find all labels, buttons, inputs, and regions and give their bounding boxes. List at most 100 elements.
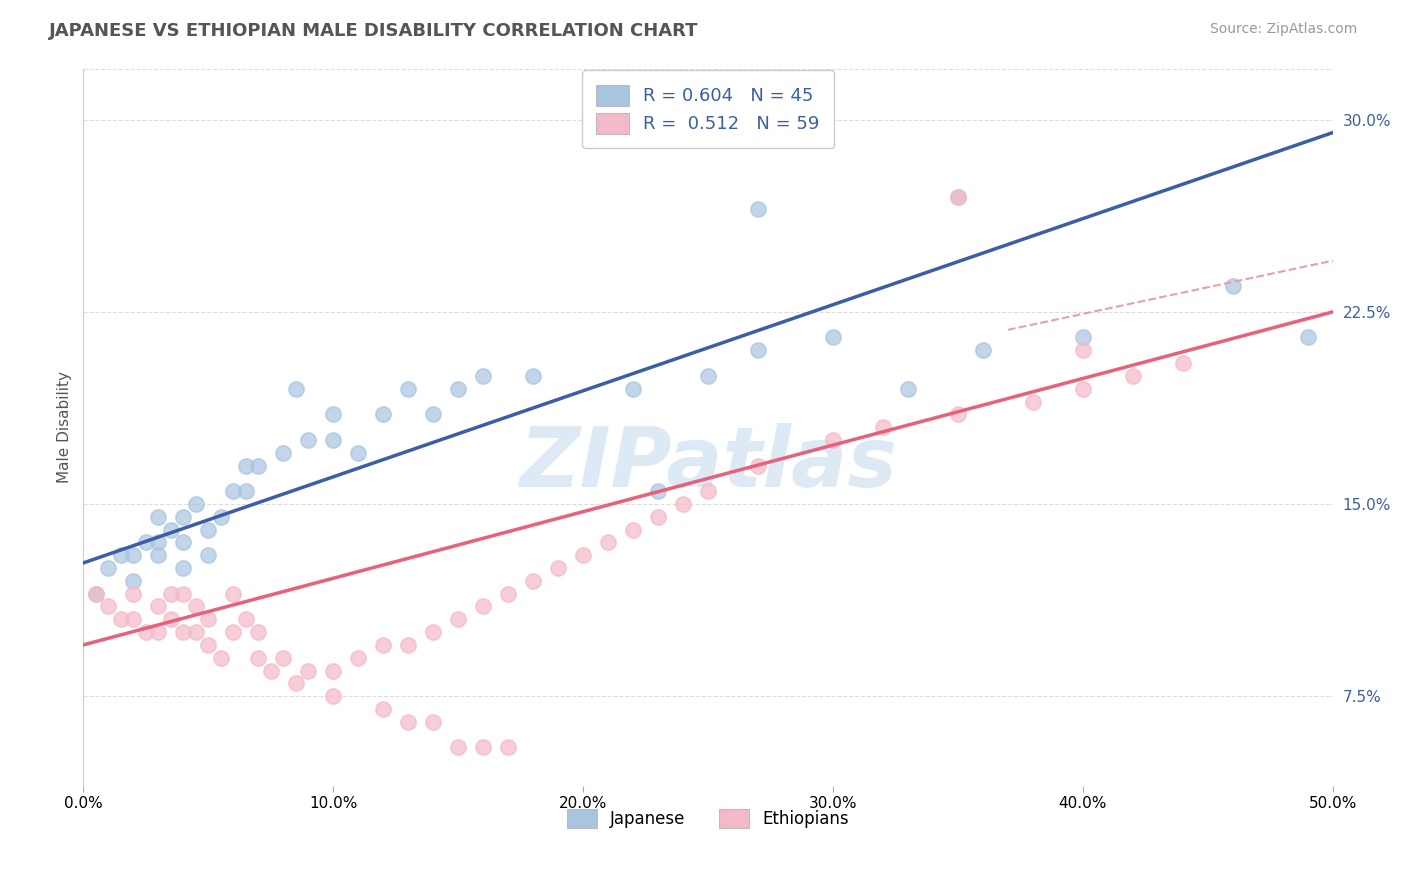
Point [222, 587, 245, 601]
Point [1071, 330, 1094, 344]
Point [148, 535, 170, 549]
Point [572, 548, 595, 562]
Point [222, 625, 245, 640]
Point [1222, 279, 1244, 293]
Point [821, 330, 844, 344]
Point [373, 702, 395, 716]
Legend: Japanese, Ethiopians: Japanese, Ethiopians [561, 802, 856, 835]
Point [247, 458, 270, 473]
Point [271, 446, 294, 460]
Point [747, 343, 769, 358]
Point [472, 740, 495, 755]
Point [522, 368, 544, 383]
Point [522, 574, 544, 588]
Point [472, 599, 495, 614]
Text: Source: ZipAtlas.com: Source: ZipAtlas.com [1209, 22, 1357, 37]
Point [946, 189, 969, 203]
Point [872, 420, 894, 434]
Point [322, 664, 344, 678]
Point [447, 382, 470, 396]
Point [1296, 330, 1319, 344]
Point [1122, 368, 1144, 383]
Point [373, 638, 395, 652]
Point [172, 561, 194, 575]
Point [422, 625, 444, 640]
Point [197, 612, 219, 626]
Y-axis label: Male Disability: Male Disability [58, 371, 72, 483]
Point [297, 433, 319, 447]
Point [972, 343, 994, 358]
Point [184, 497, 207, 511]
Point [135, 535, 157, 549]
Point [122, 548, 145, 562]
Point [1022, 394, 1045, 409]
Point [110, 548, 132, 562]
Point [135, 625, 157, 640]
Point [184, 625, 207, 640]
Point [347, 446, 370, 460]
Point [235, 612, 257, 626]
Point [197, 548, 219, 562]
Point [322, 689, 344, 703]
Point [235, 484, 257, 499]
Point [172, 625, 194, 640]
Point [621, 523, 644, 537]
Point [97, 561, 120, 575]
Point [897, 382, 920, 396]
Point [322, 433, 344, 447]
Point [322, 408, 344, 422]
Point [422, 714, 444, 729]
Point [697, 368, 720, 383]
Point [472, 368, 495, 383]
Point [284, 676, 307, 690]
Point [396, 382, 419, 396]
Point [422, 408, 444, 422]
Point [1171, 356, 1194, 370]
Point [447, 740, 470, 755]
Point [447, 612, 470, 626]
Point [697, 484, 720, 499]
Point [184, 599, 207, 614]
Point [747, 458, 769, 473]
Point [222, 484, 245, 499]
Point [209, 509, 232, 524]
Point [347, 650, 370, 665]
Point [672, 497, 695, 511]
Point [297, 664, 319, 678]
Point [260, 664, 283, 678]
Point [271, 650, 294, 665]
Point [373, 408, 395, 422]
Point [84, 587, 107, 601]
Point [647, 484, 669, 499]
Point [946, 408, 969, 422]
Point [496, 587, 519, 601]
Point [148, 509, 170, 524]
Text: JAPANESE VS ETHIOPIAN MALE DISABILITY CORRELATION CHART: JAPANESE VS ETHIOPIAN MALE DISABILITY CO… [49, 22, 699, 40]
Point [122, 612, 145, 626]
Point [247, 625, 270, 640]
Point [946, 189, 969, 203]
Point [647, 509, 669, 524]
Point [821, 433, 844, 447]
Point [396, 714, 419, 729]
Point [1071, 382, 1094, 396]
Text: ZIPatlas: ZIPatlas [519, 423, 897, 503]
Point [235, 458, 257, 473]
Point [209, 650, 232, 665]
Point [197, 638, 219, 652]
Point [747, 202, 769, 217]
Point [172, 535, 194, 549]
Point [84, 587, 107, 601]
Point [197, 523, 219, 537]
Point [122, 587, 145, 601]
Point [172, 509, 194, 524]
Point [172, 587, 194, 601]
Point [396, 638, 419, 652]
Point [148, 625, 170, 640]
Point [284, 382, 307, 396]
Point [97, 599, 120, 614]
Point [122, 574, 145, 588]
Point [159, 587, 181, 601]
Point [1071, 343, 1094, 358]
Point [596, 535, 619, 549]
